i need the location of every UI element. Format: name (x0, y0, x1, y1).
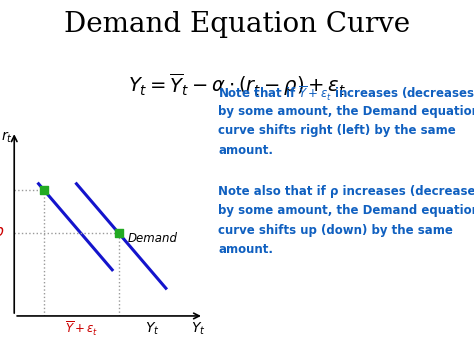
Text: amount.: amount. (218, 144, 273, 157)
Text: Note that if $\overline{Y} + \varepsilon_t$ increases (decreases): Note that if $\overline{Y} + \varepsilon… (218, 85, 474, 103)
Text: Demand: Demand (128, 232, 178, 245)
Text: $r_t$: $r_t$ (1, 129, 12, 144)
Text: $Y_t$: $Y_t$ (146, 321, 160, 337)
Point (115, 230, 122, 236)
Text: curve shifts right (left) by the same: curve shifts right (left) by the same (218, 124, 456, 137)
Point (40, 187, 48, 193)
Text: by some amount, the Demand equation: by some amount, the Demand equation (218, 105, 474, 118)
Text: $Y_t = \overline{Y}_t - \alpha \cdot (r_t - \rho) + \varepsilon_t$: $Y_t = \overline{Y}_t - \alpha \cdot (r_… (128, 71, 346, 98)
Text: curve shifts up (down) by the same: curve shifts up (down) by the same (218, 224, 453, 237)
Text: $\rho$: $\rho$ (0, 225, 5, 241)
Text: Demand Equation Curve: Demand Equation Curve (64, 11, 410, 38)
Text: amount.: amount. (218, 243, 273, 256)
Text: Note also that if ρ increases (decreases): Note also that if ρ increases (decreases… (218, 185, 474, 198)
Text: $Y_t$: $Y_t$ (191, 321, 205, 337)
Text: $\overline{Y} + \varepsilon_t$: $\overline{Y} + \varepsilon_t$ (64, 320, 98, 338)
Text: by some amount, the Demand equation: by some amount, the Demand equation (218, 204, 474, 217)
